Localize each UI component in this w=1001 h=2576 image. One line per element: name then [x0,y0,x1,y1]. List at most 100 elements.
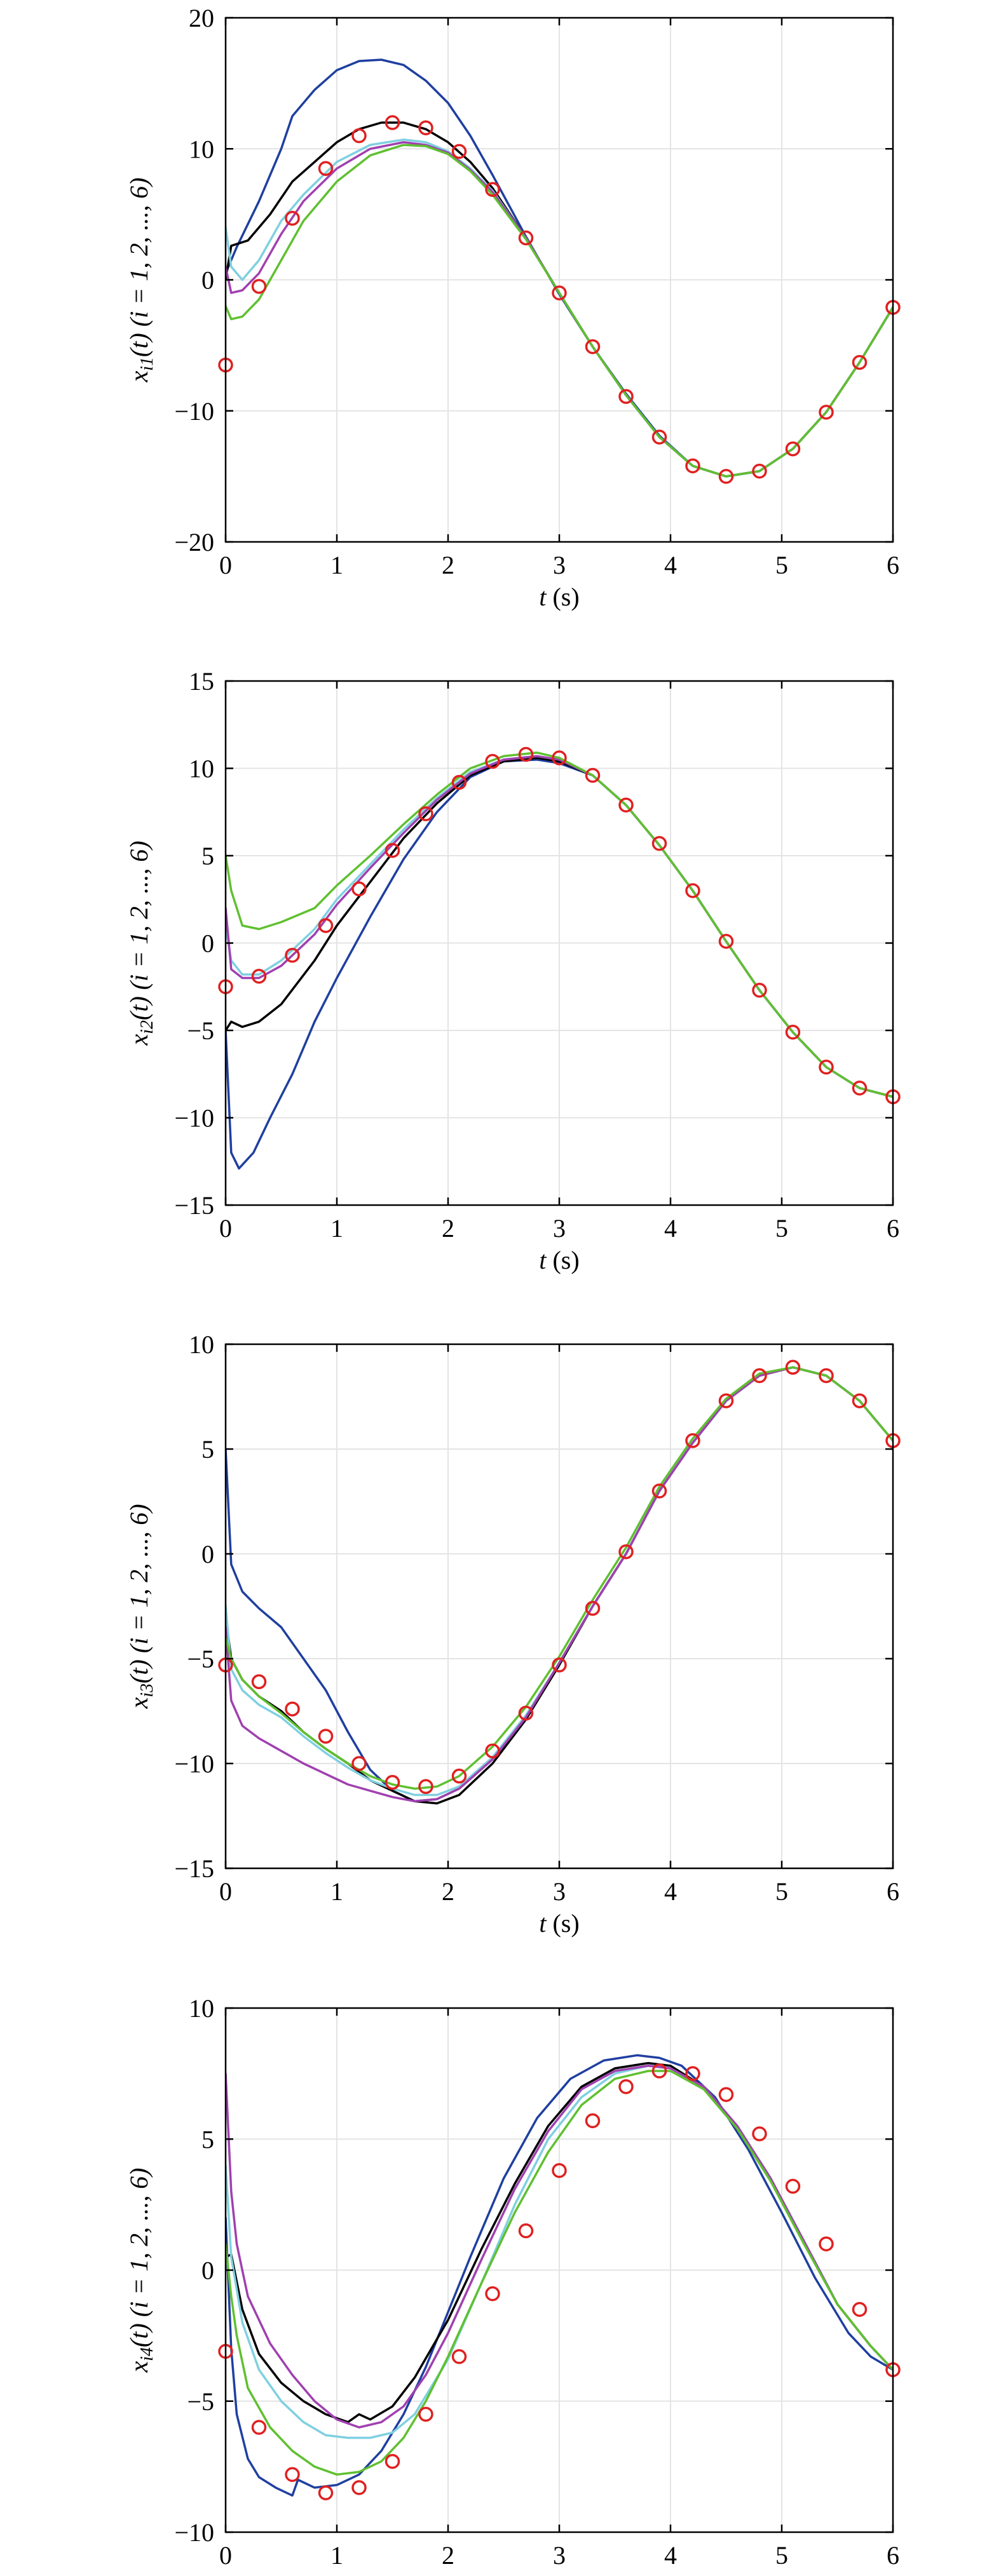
y-axis-rest: (t) (i = 1, 2, ..., 6) [125,2168,153,2347]
data-point-marker [819,2236,834,2251]
y-tick-label: −10 [174,2518,214,2547]
data-point-marker [485,753,500,769]
data-point-marker [819,1060,834,1075]
y-axis-rest: (t) (i = 1, 2, ..., 6) [125,840,153,1020]
x-tick-label: 4 [664,1877,677,1906]
x-axis-variable: t [539,583,547,611]
x-tick-label: 5 [775,2541,788,2570]
x-tick-label: 5 [775,551,788,579]
chart-panel-2: 0 1 2 3 4 5 6 −15 −10 −5 0 5 10 15 t (s) xi2(t) (i = 1,… [125,667,901,1274]
y-axis-label: xi2(t) (i = 1, 2, ..., 6) [125,840,157,1046]
chart-panel-3: 0 1 2 3 4 5 6 −15 −10 −5 0 5 10 t (s) xi3(t) (i = 1, 2… [125,1330,901,1938]
data-point-marker [485,1743,500,1758]
data-point-marker [585,339,601,354]
data-point-marker [285,1701,300,1716]
data-point-marker [852,2302,868,2317]
series-line-agent5 [226,2070,893,2476]
y-tick-label: −10 [174,1750,214,1778]
data-point-marker [418,120,433,135]
x-tick-label: 6 [887,2541,899,2570]
data-point-marker [618,389,634,404]
data-point-marker [285,2467,300,2482]
data-point-marker [518,230,534,246]
x-tick-label: 3 [553,551,566,579]
data-point-marker [585,2113,601,2129]
data-point-marker [618,1544,634,1560]
data-point-marker [285,210,300,226]
x-axis-label: t (s) [539,583,579,611]
data-point-marker [752,983,767,998]
data-point-marker [518,1706,534,1721]
data-point-marker [651,836,667,851]
x-axis-unit: (s) [546,1909,579,1938]
data-point-marker [351,1756,367,1771]
x-axis-variable: t [539,1246,547,1274]
y-tick-label: −5 [187,2387,214,2416]
x-tick-label: 3 [553,2541,566,2570]
grid [226,2008,893,2532]
data-point-marker [251,969,267,984]
data-point-marker [351,128,367,144]
data-point-marker [552,750,567,765]
y-axis-variable: x [125,1034,153,1046]
data-point-marker [418,806,433,821]
data-point-marker [752,2126,767,2141]
data-point-marker [518,746,534,762]
x-tick-label: 4 [664,551,677,579]
x-tick-label: 0 [219,2541,232,2570]
x-tick-label: 0 [219,1214,232,1243]
x-tick-label: 0 [219,551,232,579]
y-tick-label: −5 [187,1645,214,1673]
x-tick-label: 3 [553,1214,566,1243]
y-tick-label: 20 [189,4,214,32]
data-point-marker [385,2453,400,2469]
x-tick-label: 5 [775,1214,788,1243]
y-tick-label: −10 [174,397,214,426]
data-point-marker [552,2163,567,2178]
data-point-marker [752,463,767,479]
data-point-marker [285,948,300,963]
y-tick-label: −15 [174,1854,214,1883]
data-point-marker [785,441,801,457]
data-point-marker [251,279,267,294]
data-point-marker [852,1393,868,1408]
y-axis-variable: x [125,2361,153,2373]
x-tick-label: 6 [887,551,899,579]
x-tick-label: 4 [664,2541,677,2570]
data-point-marker [318,1729,334,1744]
data-point-marker [385,843,400,858]
x-tick-label: 1 [330,2541,343,2570]
marker-group [218,1359,901,1795]
data-point-marker [752,1368,767,1384]
data-point-marker [785,1359,801,1375]
data-point-marker [718,1393,734,1408]
y-axis-variable: x [125,1697,153,1709]
data-point-marker [585,767,601,783]
y-tick-label: 10 [189,755,214,783]
data-point-marker [451,774,467,790]
y-tick-label: 5 [201,2125,214,2154]
data-point-marker [385,115,400,130]
grid [226,18,893,542]
data-point-marker [485,182,500,197]
data-point-marker [718,2087,734,2102]
chart-panel-1: 0 1 2 3 4 5 6 −20 −10 0 10 20 t (s) xi1(t) (i = 1, 2,… [125,4,901,611]
marker-group [218,115,901,484]
x-tick-label: 5 [775,1877,788,1906]
data-point-marker [318,2485,334,2500]
data-point-marker [718,469,734,484]
series-group [226,2054,893,2497]
data-point-marker [485,2286,500,2302]
y-tick-label: 5 [201,842,214,870]
y-tick-label: 15 [189,667,214,696]
y-tick-label: 0 [201,2256,214,2285]
data-point-marker [552,1657,567,1673]
data-point-marker [251,1674,267,1690]
y-axis-rest: (t) (i = 1, 2, ..., 6) [125,177,153,357]
y-axis-subscript: i3 [137,1683,157,1697]
x-tick-label: 6 [887,1877,899,1906]
data-point-marker [819,405,834,420]
x-tick-label: 0 [219,1877,232,1906]
data-point-marker [418,2406,433,2422]
